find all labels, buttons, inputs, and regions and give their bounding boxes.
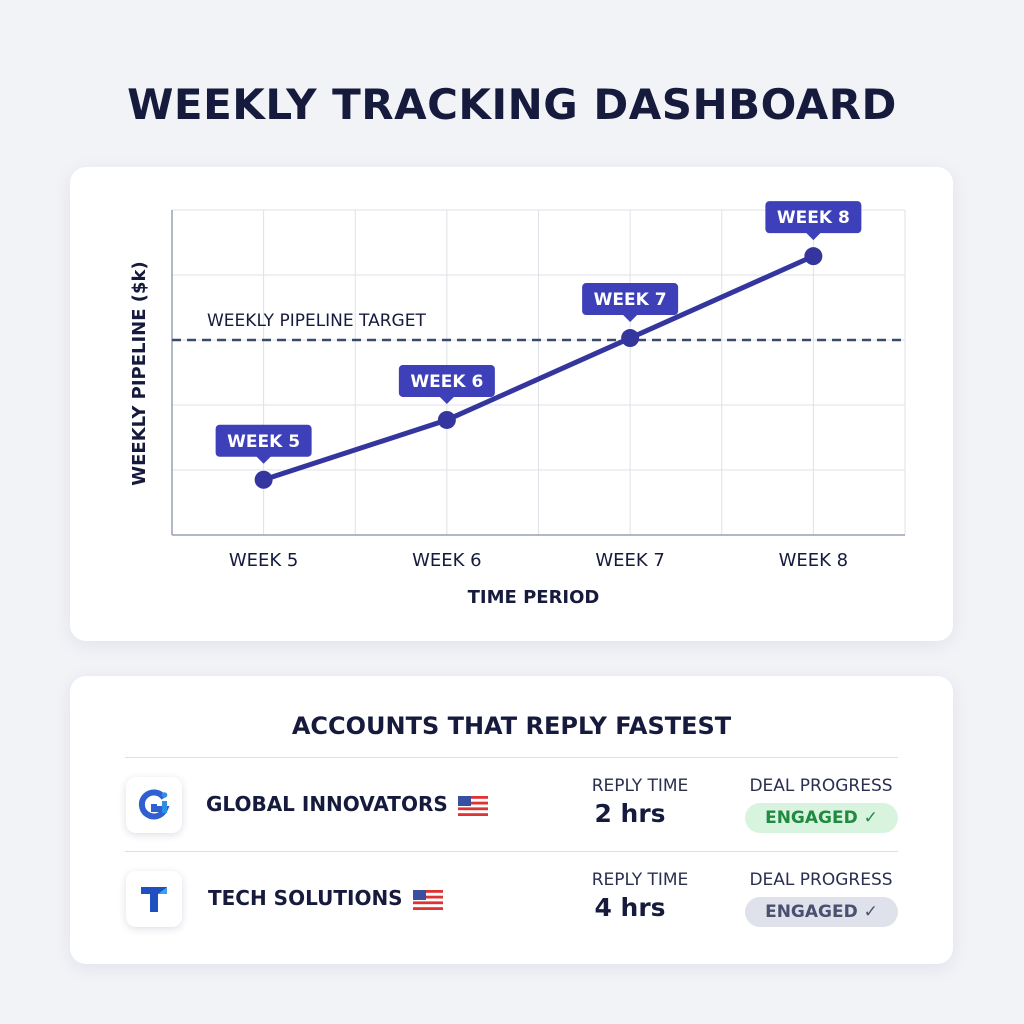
page-title: WEEKLY TRACKING DASHBOARD: [127, 80, 897, 129]
data-point: [437, 410, 456, 429]
column-header: REPLY TIME: [591, 776, 689, 796]
reply-time: 4 hrs: [594, 893, 666, 922]
chart-card: WEEKLY PIPELINE TARGET WEEKLY PIPELINE ($…: [70, 167, 953, 641]
point-callout: WEEK 6: [398, 364, 495, 404]
callout-box: [398, 364, 495, 404]
chart: WEEKLY PIPELINE TARGET WEEKLY PIPELINE ($…: [129, 201, 906, 608]
data-line: [262, 253, 815, 483]
callout-label: WEEK 8: [777, 208, 850, 228]
divider: [125, 851, 898, 852]
point-callout: WEEK 7: [582, 283, 679, 323]
x-tick-label: WEEK 6: [412, 550, 482, 571]
x-axis-title: TIME PERIOD: [468, 587, 600, 608]
status-badge: ENGAGED ✓: [745, 803, 898, 833]
accounts-card: ACCOUNTS THAT REPLY FASTEST GLOBAL INNOV…: [70, 676, 953, 964]
column-header: DEAL PROGRESS: [749, 776, 893, 796]
callout-label: WEEK 7: [594, 290, 667, 310]
column-header: REPLY TIME: [591, 870, 689, 890]
reply-time: 2 hrs: [594, 799, 666, 828]
y-axis-title: WEEKLY PIPELINE ($k): [129, 261, 150, 485]
callout-label: WEEK 5: [227, 432, 300, 452]
status-badge: ENGAGED ✓: [745, 897, 898, 927]
data-point: [254, 470, 273, 489]
x-tick-label: WEEK 8: [779, 550, 849, 571]
column-header: DEAL PROGRESS: [749, 870, 893, 890]
callout-label: WEEK 6: [410, 372, 483, 392]
point-callout: WEEK 8: [765, 201, 862, 241]
account-name: TECH SOLUTIONS: [208, 886, 443, 910]
callout-box: [765, 201, 862, 241]
callout-box: [582, 283, 679, 323]
account-row[interactable]: GLOBAL INNOVATORS REPLY TIME 2 hrs DEAL …: [70, 759, 953, 853]
account-row[interactable]: TECH SOLUTIONS REPLY TIME 4 hrs DEAL PRO…: [70, 853, 953, 947]
x-tick-label: WEEK 7: [595, 550, 665, 571]
callout-box: [215, 424, 312, 464]
point-callout: WEEK 5: [215, 424, 312, 464]
data-point: [621, 329, 640, 348]
target-label: WEEKLY PIPELINE TARGET: [207, 311, 426, 331]
divider: [125, 757, 898, 758]
table-title: ACCOUNTS THAT REPLY FASTEST: [291, 712, 732, 740]
data-point: [804, 247, 823, 266]
logo: [126, 871, 182, 927]
account-name: GLOBAL INNOVATORS: [206, 792, 488, 816]
logo: [126, 777, 182, 833]
x-tick-label: WEEK 5: [229, 550, 299, 571]
